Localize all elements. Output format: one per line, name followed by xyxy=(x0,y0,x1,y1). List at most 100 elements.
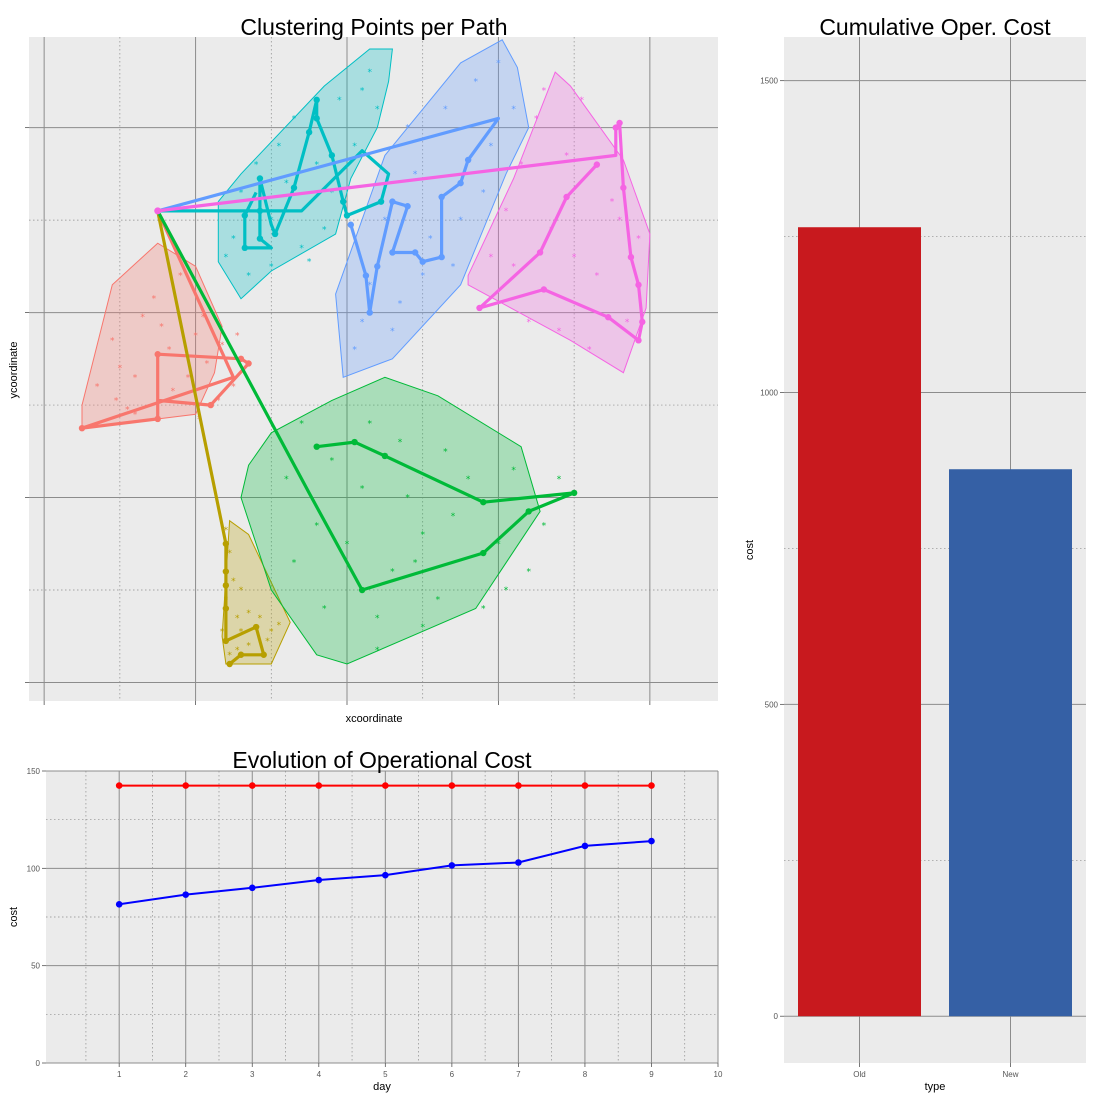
route-stop xyxy=(222,568,230,575)
cluster-point: * xyxy=(337,96,342,106)
route-stop xyxy=(313,115,320,122)
cluster-route xyxy=(156,210,576,592)
cluster-point: * xyxy=(451,262,456,272)
route-stop xyxy=(540,286,548,293)
route-stop xyxy=(438,193,445,201)
cluster-point: * xyxy=(405,124,410,134)
cluster-plot-grid xyxy=(29,37,718,701)
route-stop xyxy=(362,272,370,279)
route-stop xyxy=(154,415,161,423)
cluster-hull xyxy=(221,519,291,665)
route-stop xyxy=(222,582,230,589)
cluster-point: * xyxy=(405,494,410,504)
cluster-point: * xyxy=(360,484,365,494)
bar-old xyxy=(798,227,921,1017)
bar-y-tick-label: 1500 xyxy=(760,77,778,86)
cluster-point: * xyxy=(496,540,501,550)
cluster-point: * xyxy=(269,628,274,638)
cluster-point: * xyxy=(201,313,206,323)
cluster-point: * xyxy=(481,605,486,615)
series-point xyxy=(515,782,522,789)
route-stop xyxy=(222,637,230,645)
cluster-point: * xyxy=(360,318,365,328)
cluster-point: * xyxy=(451,512,456,522)
route-stop xyxy=(570,489,578,497)
route-stop xyxy=(620,184,627,191)
cluster-point: * xyxy=(420,623,425,633)
cluster-point: * xyxy=(186,373,191,383)
cluster-plot-ticks xyxy=(25,127,651,705)
cluster-point: * xyxy=(420,531,425,541)
cluster-point: * xyxy=(330,457,335,467)
line-x-tick-label: 9 xyxy=(649,1070,654,1079)
cluster-point: * xyxy=(496,59,501,69)
cluster-point: * xyxy=(367,420,372,430)
bar-x-tick-label: Old xyxy=(853,1070,865,1079)
cluster-point: * xyxy=(277,142,282,152)
cluster-point: * xyxy=(504,586,509,596)
cluster-point: * xyxy=(636,235,641,245)
line-y-tick-label: 0 xyxy=(36,1059,41,1068)
line-chart-grid xyxy=(46,770,719,1064)
bar-chart-title: Cumulative Oper. Cost xyxy=(819,14,1051,40)
cluster-point: * xyxy=(178,272,183,282)
bar-y-tick-label: 500 xyxy=(765,700,779,709)
cluster-point: * xyxy=(269,262,274,272)
cluster-point: * xyxy=(95,383,100,393)
cluster-point: * xyxy=(398,438,403,448)
series-point xyxy=(315,782,323,789)
cluster-point: * xyxy=(193,332,198,342)
cluster-point: * xyxy=(299,244,304,254)
cluster-point: * xyxy=(235,332,240,342)
route-stop xyxy=(536,249,544,256)
cluster-point: * xyxy=(610,198,615,208)
series-point xyxy=(182,782,190,789)
route-stop xyxy=(627,253,635,261)
route-stop xyxy=(340,198,347,205)
cluster-point: * xyxy=(133,410,138,420)
series-point xyxy=(382,871,389,879)
cluster-route xyxy=(156,210,266,666)
series-point xyxy=(248,884,256,892)
route-stop xyxy=(347,221,354,228)
line-y-tick-label: 50 xyxy=(31,962,40,971)
cluster-point: * xyxy=(231,235,236,245)
cluster-point: * xyxy=(140,313,145,323)
cluster-point: * xyxy=(458,216,463,226)
cluster-point: * xyxy=(557,475,562,485)
cluster-point: * xyxy=(114,396,119,406)
cluster-point: * xyxy=(159,322,164,332)
cluster-point: * xyxy=(375,646,380,656)
route-stop xyxy=(525,508,532,515)
route-stop xyxy=(222,540,230,547)
cluster-point: * xyxy=(375,105,380,115)
cluster-point: * xyxy=(526,318,531,328)
cluster-point: * xyxy=(220,341,225,351)
cluster-point: * xyxy=(360,87,365,97)
bar-chart-ylabel: cost xyxy=(744,540,756,560)
route-stop xyxy=(313,96,320,104)
cluster-point: * xyxy=(436,595,441,605)
route-stop xyxy=(245,360,252,367)
line-x-tick-label: 5 xyxy=(383,1070,388,1079)
route-stop xyxy=(374,263,381,270)
cluster-point: * xyxy=(246,642,251,652)
cluster-plot-ylabel: ycoordinate xyxy=(8,342,20,399)
route-stop xyxy=(260,651,267,658)
cluster-point: * xyxy=(504,207,509,217)
route-stop xyxy=(612,124,619,131)
line-chart-ylabel: cost xyxy=(8,907,20,927)
cluster-point: * xyxy=(428,235,433,245)
cluster-point: * xyxy=(345,540,350,550)
cluster-point: * xyxy=(277,621,282,631)
cluster-point: * xyxy=(413,558,418,568)
cluster-point: * xyxy=(330,188,335,198)
cluster-point: * xyxy=(367,281,372,291)
cluster-point: * xyxy=(367,68,372,78)
series-point xyxy=(315,876,323,884)
route-stop xyxy=(358,586,366,594)
cluster-point: * xyxy=(564,151,569,161)
series-point xyxy=(515,859,522,866)
bar-new xyxy=(949,469,1072,1017)
